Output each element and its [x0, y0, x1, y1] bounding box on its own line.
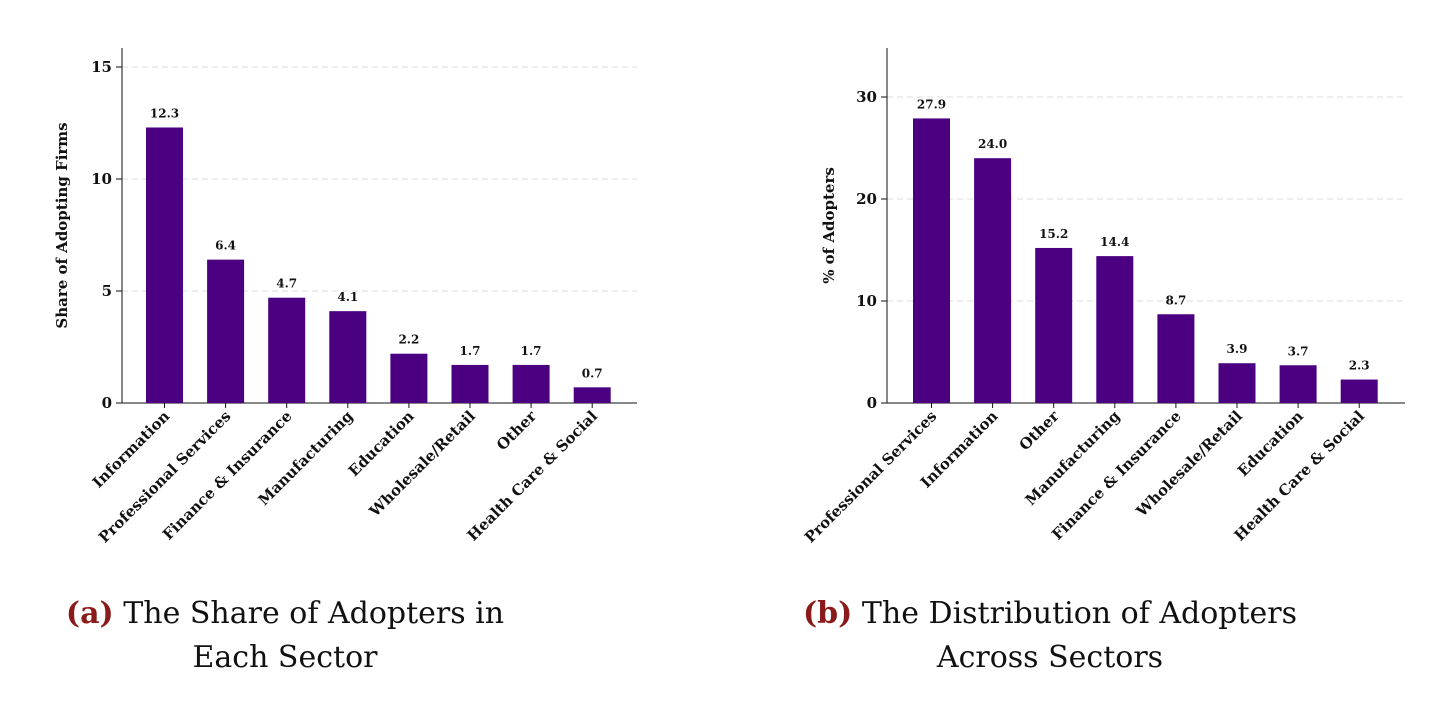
caption-b-tag: (b): [802, 596, 853, 631]
data-label: 1.7: [460, 344, 481, 358]
bar: [207, 259, 245, 403]
category-label: Wholesale/Retail: [1132, 407, 1246, 521]
bar: [451, 364, 489, 403]
data-label: 4.1: [337, 290, 358, 304]
caption-b: (b) The Distribution of Adopters Across …: [780, 592, 1320, 680]
caption-b-line1: The Distribution of Adopters: [861, 596, 1298, 631]
bar: [573, 387, 611, 403]
y-tick-label: 0: [102, 394, 112, 412]
data-label: 24.0: [978, 137, 1007, 151]
bar: [1218, 363, 1256, 403]
data-label: 27.9: [917, 97, 946, 111]
category-label: Wholesale/Retail: [365, 407, 479, 521]
caption-b-line2: Across Sectors: [936, 640, 1164, 675]
bar: [146, 127, 183, 403]
data-label: 1.7: [521, 344, 542, 358]
data-label: 3.9: [1227, 342, 1248, 356]
data-label: 6.4: [215, 239, 236, 253]
category-label: Other: [493, 406, 541, 454]
category-label: Other: [1016, 406, 1064, 454]
bar: [913, 118, 950, 404]
data-label: 3.7: [1288, 344, 1309, 358]
bar: [329, 311, 367, 403]
caption-a-tag: (a): [65, 596, 114, 631]
data-label: 15.2: [1039, 227, 1068, 241]
bar: [390, 353, 428, 403]
caption-a-line1: The Share of Adopters in: [123, 596, 505, 631]
bar: [512, 364, 550, 403]
data-label: 14.4: [1100, 235, 1129, 249]
y-tick-label: 20: [856, 190, 877, 208]
category-label: Health Care & Social: [1231, 407, 1369, 545]
y-tick-label: 15: [91, 58, 112, 76]
caption-a: (a) The Share of Adopters in Each Sector: [40, 592, 530, 680]
bar: [268, 297, 306, 403]
category-label: Health Care & Social: [464, 407, 602, 545]
bar: [1035, 247, 1073, 403]
data-label: 2.3: [1349, 359, 1370, 373]
data-label: 4.7: [276, 277, 297, 291]
bar: [1279, 365, 1317, 403]
y-tick-label: 0: [867, 394, 877, 412]
data-label: 0.7: [582, 366, 603, 380]
caption-a-line2: Each Sector: [192, 640, 378, 675]
bar: [974, 158, 1012, 403]
data-label: 2.2: [398, 333, 419, 347]
y-tick-label: 30: [856, 88, 877, 106]
data-label: 8.7: [1165, 293, 1186, 307]
data-label: 12.3: [150, 106, 179, 120]
bar: [1157, 314, 1195, 403]
y-tick-label: 10: [856, 292, 877, 310]
bar: [1340, 379, 1378, 403]
y-tick-label: 5: [102, 282, 112, 300]
y-tick-label: 10: [91, 170, 112, 188]
y-axis-label: Share of Adopting Firms: [53, 122, 71, 328]
y-axis-label: % of Adopters: [820, 167, 838, 284]
bar: [1096, 256, 1134, 403]
